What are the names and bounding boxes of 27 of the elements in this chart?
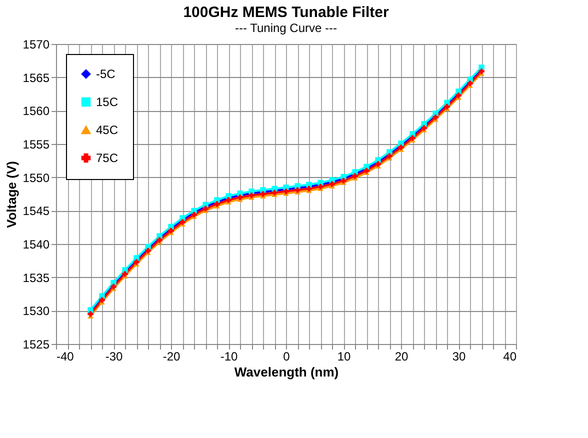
x-tick-label: -10 — [220, 350, 238, 364]
x-tick-label: 30 — [452, 350, 466, 364]
x-tick-label: 10 — [337, 350, 351, 364]
x-tick-label: -20 — [162, 350, 180, 364]
y-tick-label: 1570 — [22, 38, 50, 52]
chart-subtitle: --- Tuning Curve --- — [234, 21, 338, 35]
x-tick-label: 40 — [503, 350, 517, 364]
legend-label: 45C — [96, 123, 118, 137]
y-tick-label: 1525 — [22, 338, 50, 352]
x-tick-label: 20 — [394, 350, 408, 364]
x-tick-label: 0 — [283, 350, 290, 364]
legend-label: 75C — [96, 151, 118, 165]
y-tick-label: 1565 — [22, 70, 50, 85]
y-tick-label: 1545 — [22, 204, 50, 218]
y-tick-label: 1540 — [22, 238, 50, 252]
legend-label: -5C — [96, 67, 116, 81]
y-tick-label: 1550 — [22, 170, 50, 185]
y-axis-title: Voltage (V) — [4, 161, 19, 228]
x-tick-label: -30 — [105, 350, 123, 364]
x-tick-label: -40 — [56, 350, 74, 364]
y-tick-label: 1560 — [22, 104, 50, 118]
y-tick-label: 1530 — [22, 304, 50, 318]
chart-title: 100GHz MEMS Tunable Filter — [183, 4, 389, 21]
y-tick-label: 1535 — [22, 270, 50, 285]
x-axis-title: Wavelength (nm) — [234, 364, 339, 380]
y-tick-label: 1555 — [22, 138, 50, 152]
legend-label: 15C — [96, 95, 118, 109]
